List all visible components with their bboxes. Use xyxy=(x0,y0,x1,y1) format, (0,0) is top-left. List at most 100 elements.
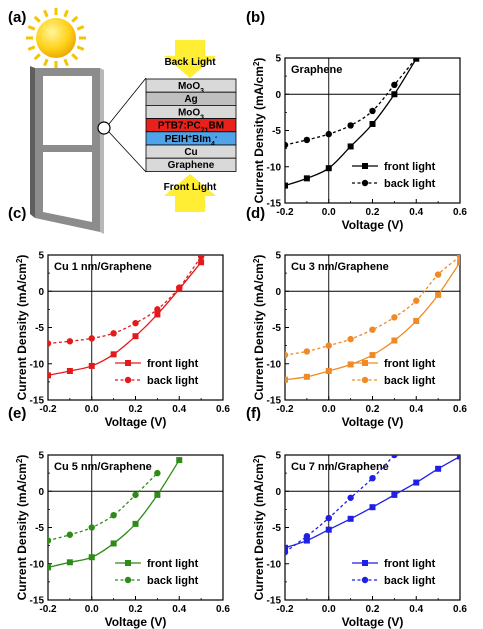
data-point-back-light xyxy=(391,81,398,89)
y-tick-label: -10 xyxy=(267,162,282,173)
legend: front light back light xyxy=(115,558,199,587)
data-point-back-light xyxy=(285,351,289,359)
data-point-back-light xyxy=(132,491,139,499)
data-point-front-light xyxy=(391,491,398,498)
data-point-back-light xyxy=(110,330,117,337)
legend-label: back light xyxy=(384,575,436,587)
legend-label: back light xyxy=(147,375,199,387)
layer-3-label: PTB7:PC71BM xyxy=(158,121,224,135)
x-tick-label: 0.2 xyxy=(366,404,380,415)
data-point-front-light xyxy=(369,120,376,127)
plot-area xyxy=(48,457,183,571)
legend-marker-square xyxy=(362,163,368,169)
data-point-back-light xyxy=(434,271,442,278)
data-point-back-light xyxy=(369,326,376,333)
data-point-front-light xyxy=(347,143,354,150)
y-tick-label: 5 xyxy=(38,251,44,262)
layer-6-rect xyxy=(145,157,237,172)
data-point-front-light xyxy=(48,372,51,379)
x-tick-label: -0.2 xyxy=(39,604,57,615)
x-tick-label: 0.2 xyxy=(129,604,143,615)
y-tick-label: 5 xyxy=(275,54,281,65)
x-tick-label: 0.2 xyxy=(366,604,380,615)
legend-marker-circle xyxy=(361,376,369,384)
legend-label: back light xyxy=(147,575,199,587)
x-tick-label: -0.2 xyxy=(39,404,57,415)
data-point-front-light xyxy=(413,479,420,486)
plot-area xyxy=(285,455,460,556)
data-point-back-light xyxy=(369,107,376,115)
x-tick-label: 0.0 xyxy=(322,207,336,218)
data-point-back-light xyxy=(110,511,117,519)
data-point-back-light xyxy=(197,255,205,260)
y-tick-label: 0 xyxy=(38,287,44,298)
legend: front light back light xyxy=(352,558,436,587)
data-point-back-light xyxy=(66,338,74,345)
panel-label: (f) xyxy=(246,405,261,422)
layer-5-label: Cu xyxy=(184,147,197,158)
layer-0-label: MoO3 xyxy=(178,81,204,95)
legend-label: back light xyxy=(384,178,436,190)
y-tick-label: -15 xyxy=(267,596,282,607)
y-tick-label: -15 xyxy=(267,396,282,407)
plot-area xyxy=(48,255,205,379)
chart-panel-2: (d) -0.2 0.0 0.2 0.4 0.6 5 0 -5 -10 -15 Voltage (V)… xyxy=(246,205,467,429)
data-point-front-light xyxy=(303,373,310,380)
y-axis-label: Current Density (mA/cm2) xyxy=(252,455,267,601)
panel-label: (c) xyxy=(8,205,26,222)
x-tick-label: 0.4 xyxy=(409,604,423,615)
x-tick-label: 0.0 xyxy=(85,404,99,415)
x-axis-label: Voltage (V) xyxy=(342,415,404,429)
panel-a-schematic: (a) Back Light xyxy=(8,8,237,234)
data-point-back-light xyxy=(132,319,139,327)
x-tick-label: -0.2 xyxy=(276,207,294,218)
x-axis-label: Voltage (V) xyxy=(105,615,167,629)
data-point-front-light xyxy=(285,544,288,551)
x-tick-label: 0.4 xyxy=(172,604,186,615)
plot-title: Cu 5 nm/Graphene xyxy=(54,461,152,473)
data-point-front-light xyxy=(303,175,310,182)
data-point-back-light xyxy=(325,514,332,522)
zoom-marker xyxy=(97,121,111,135)
y-axis-label: Current Density (mA/cm2) xyxy=(15,455,30,601)
data-point-back-light xyxy=(413,58,420,62)
data-point-front-light xyxy=(88,554,95,561)
legend-marker-circle xyxy=(124,376,132,384)
back-light-arrow: Back Light xyxy=(164,40,216,78)
legend-label: front light xyxy=(384,358,436,370)
data-point-back-light xyxy=(285,548,289,556)
data-point-back-light xyxy=(369,475,376,482)
data-point-front-light xyxy=(303,537,310,544)
x-tick-label: 0.6 xyxy=(453,604,467,615)
y-tick-label: -15 xyxy=(267,199,282,210)
panel-label: (b) xyxy=(246,9,265,26)
x-tick-label: 0.0 xyxy=(85,604,99,615)
chart-panel-3: (e) -0.2 0.0 0.2 0.4 0.6 5 0 -5 -10 -15 Voltage (V)… xyxy=(8,405,230,629)
legend-marker-square xyxy=(362,560,368,566)
x-tick-label: 0.6 xyxy=(216,404,230,415)
y-tick-label: 5 xyxy=(275,251,281,262)
y-tick-label: -10 xyxy=(30,559,45,570)
y-axis-label: Current Density (mA/cm2) xyxy=(252,255,267,401)
panel-label: (e) xyxy=(8,405,26,422)
plot-title: Cu 7 nm/Graphene xyxy=(291,461,389,473)
legend-marker-square xyxy=(125,360,131,366)
data-point-front-light xyxy=(285,182,288,189)
x-tick-label: 0.6 xyxy=(453,404,467,415)
y-tick-label: 0 xyxy=(275,90,281,101)
window-frame-icon xyxy=(30,66,104,234)
x-tick-label: 0.4 xyxy=(409,404,423,415)
y-tick-label: 0 xyxy=(38,487,44,498)
data-point-front-light xyxy=(457,455,460,460)
x-tick-label: 0.4 xyxy=(172,404,186,415)
y-tick-label: -5 xyxy=(272,523,281,534)
zoom-line-top xyxy=(108,77,147,125)
data-point-front-light xyxy=(132,520,139,527)
data-point-back-light xyxy=(303,533,311,540)
y-tick-label: -10 xyxy=(30,359,45,370)
data-point-front-light xyxy=(176,457,183,464)
data-point-front-light xyxy=(198,259,205,266)
y-tick-label: -10 xyxy=(267,359,282,370)
legend-marker-circle xyxy=(361,179,369,187)
data-point-back-light xyxy=(325,130,332,138)
